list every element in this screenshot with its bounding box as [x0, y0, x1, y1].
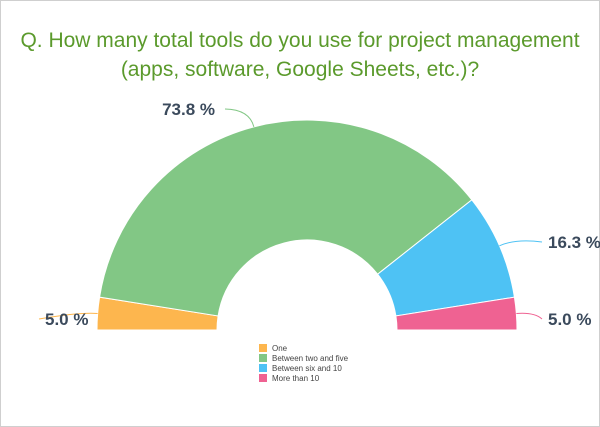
legend-item: Between six and 10	[259, 363, 348, 373]
legend-label: More than 10	[272, 373, 320, 383]
data-label-0: 5.0 %	[45, 310, 88, 329]
legend-swatch	[259, 374, 267, 382]
leader-line-1	[224, 108, 255, 127]
leader-line-2	[499, 240, 543, 247]
legend-swatch	[259, 364, 267, 372]
legend-item: Between two and five	[259, 353, 348, 363]
legend-label: Between two and five	[272, 353, 349, 363]
legend-label: Between six and 10	[272, 363, 342, 373]
legend-swatch	[259, 354, 267, 362]
leader-line-0	[38, 312, 98, 320]
legend-item: More than 10	[259, 373, 348, 383]
legend-label: One	[272, 343, 288, 353]
slice-1	[99, 119, 473, 317]
legend-item: One	[259, 343, 348, 353]
legend: One Between two and five Between six and 1…	[259, 343, 348, 383]
leader-line-3	[516, 312, 543, 320]
slice-3	[395, 296, 518, 331]
data-label-1: 73.8 %	[162, 100, 215, 119]
title-line-1: Q. How many total tools do you use for p…	[20, 29, 580, 52]
chart-title: Q. How many total tools do you use for p…	[0, 26, 600, 84]
data-label-3: 5.0 %	[548, 310, 591, 329]
title-line-2: (apps, software, Google Sheets, etc.)?	[120, 58, 480, 81]
data-label-2: 16.3 %	[548, 233, 600, 252]
legend-swatch	[259, 344, 267, 352]
